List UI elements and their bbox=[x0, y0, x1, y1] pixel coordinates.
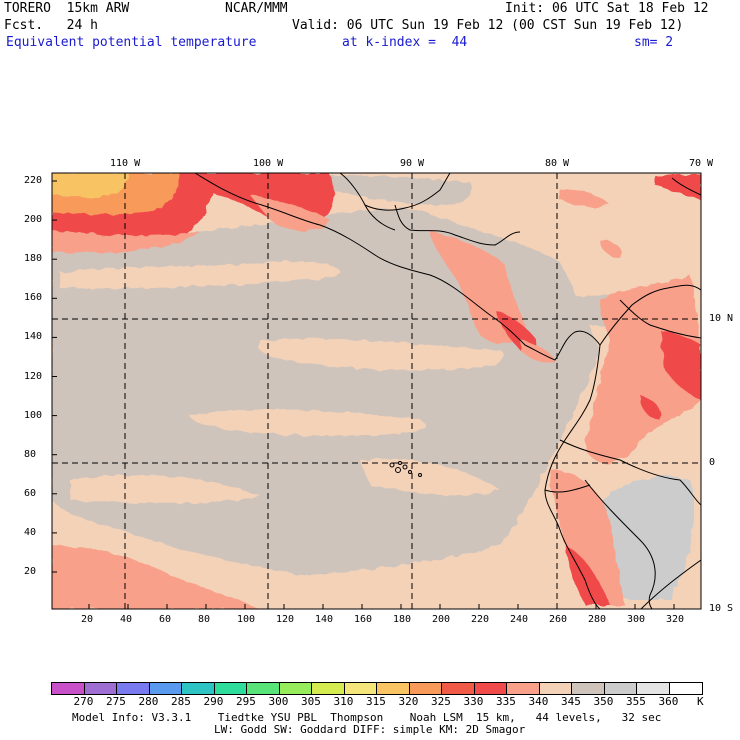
valid-time: Valid: 06 UTC Sun 19 Feb 12 (00 CST Sun … bbox=[292, 18, 684, 33]
x-tick-label: 300 bbox=[627, 614, 646, 625]
x-tick-label: 220 bbox=[471, 614, 490, 625]
x-tick-label: 320 bbox=[666, 614, 685, 625]
legend-swatch bbox=[603, 682, 637, 695]
lon-label-110w: 110 W bbox=[110, 158, 141, 169]
legend-label: 330 bbox=[463, 695, 484, 708]
legend-label: 335 bbox=[496, 695, 516, 708]
x-tick-label: 160 bbox=[354, 614, 373, 625]
legend-swatch bbox=[116, 682, 150, 695]
y-tick-label: 60 bbox=[24, 487, 37, 499]
legend-swatch bbox=[571, 682, 605, 695]
lon-label-90w: 90 W bbox=[400, 158, 425, 169]
legend-label: 275 bbox=[106, 695, 126, 708]
legend-swatch bbox=[506, 682, 540, 695]
legend-swatch bbox=[376, 682, 410, 695]
legend-swatch bbox=[473, 682, 507, 695]
legend-label: 315 bbox=[366, 695, 386, 708]
x-tick-label: 240 bbox=[510, 614, 529, 625]
x-tick-label: 60 bbox=[159, 614, 172, 625]
legend-label: 285 bbox=[171, 695, 191, 708]
y-tick-label: 220 bbox=[24, 175, 43, 186]
coastlines bbox=[194, 173, 701, 609]
legend-label: 270 bbox=[73, 695, 94, 708]
x-tick-label: 120 bbox=[276, 614, 295, 625]
lon-label-100w: 100 W bbox=[253, 158, 284, 169]
x-tick-label: 260 bbox=[549, 614, 568, 625]
model-info-line1: Model Info: V3.3.1 Tiedtke YSU PBL Thomp… bbox=[72, 711, 662, 724]
x-tick-label: 100 bbox=[237, 614, 256, 625]
model-title: TORERO 15km ARW bbox=[4, 1, 130, 16]
legend-swatch bbox=[83, 682, 117, 695]
legend-label: 290 bbox=[203, 695, 224, 708]
legend-swatch bbox=[636, 682, 670, 695]
legend-swatch bbox=[181, 682, 215, 695]
lat-label-10s: 10 S bbox=[709, 603, 734, 614]
legend-swatch bbox=[538, 682, 572, 695]
legend-label: 305 bbox=[301, 695, 321, 708]
legend-label: 325 bbox=[431, 695, 451, 708]
legend-label: 345 bbox=[561, 695, 581, 708]
forecast-hour: Fcst. 24 h bbox=[4, 18, 98, 33]
lat-label-10n: 10 N bbox=[709, 313, 734, 324]
legend-label: 295 bbox=[236, 695, 256, 708]
map-frame bbox=[51, 172, 702, 610]
level-info: at k-index = 44 bbox=[342, 35, 468, 50]
legend-label: 300 bbox=[268, 695, 289, 708]
legend-label: 280 bbox=[138, 695, 159, 708]
y-tick-label: 20 bbox=[24, 566, 37, 577]
x-tick-label: 20 bbox=[81, 614, 94, 625]
x-tick-label: 80 bbox=[198, 614, 211, 625]
legend-swatch bbox=[148, 682, 182, 695]
y-tick-label: 120 bbox=[24, 370, 43, 382]
legend-swatch bbox=[51, 682, 85, 695]
y-tick-label: 180 bbox=[24, 253, 43, 265]
x-tick-label: 180 bbox=[393, 614, 412, 625]
galapagos-islands bbox=[389, 461, 422, 477]
center-name: NCAR/MMM bbox=[225, 1, 288, 16]
legend-swatch bbox=[278, 682, 312, 695]
lon-label-80w: 80 W bbox=[545, 158, 570, 169]
x-tick-label: 280 bbox=[588, 614, 607, 625]
smoothing-info: sm= 2 bbox=[634, 35, 674, 50]
lat-label-0: 0 bbox=[709, 457, 716, 468]
x-tick-label: 40 bbox=[120, 614, 133, 625]
legend-swatch bbox=[246, 682, 280, 695]
lat-lon-grid bbox=[52, 173, 701, 609]
legend-label: 320 bbox=[398, 695, 419, 708]
y-tick-label: 200 bbox=[24, 214, 43, 226]
legend-label: 355 bbox=[626, 695, 646, 708]
axis-ticks bbox=[52, 180, 675, 609]
legend-label: 310 bbox=[333, 695, 354, 708]
y-tick-label: 80 bbox=[24, 448, 37, 460]
legend-swatch bbox=[441, 682, 475, 695]
init-time: Init: 06 UTC Sat 18 Feb 12 bbox=[505, 1, 709, 16]
legend-swatch bbox=[668, 682, 703, 695]
theta-e-map bbox=[51, 172, 702, 610]
field-name: Equivalent potential temperature bbox=[6, 35, 257, 50]
legend-swatch bbox=[343, 682, 377, 695]
y-tick-label: 140 bbox=[24, 331, 43, 343]
x-tick-label: 140 bbox=[315, 614, 334, 625]
legend-unit: K bbox=[697, 695, 704, 708]
y-tick-label: 160 bbox=[24, 292, 43, 304]
lon-label-70w: 70 W bbox=[689, 158, 714, 169]
legend-swatch bbox=[311, 682, 345, 695]
y-tick-label: 100 bbox=[24, 409, 43, 421]
legend-swatch bbox=[408, 682, 442, 695]
model-info-line2: LW: Godd SW: Goddard DIFF: simple KM: 2D… bbox=[214, 723, 526, 736]
legend-label: 350 bbox=[593, 695, 614, 708]
legend-label: 360 bbox=[658, 695, 679, 708]
shaded-field bbox=[52, 173, 701, 609]
legend-label: 340 bbox=[528, 695, 549, 708]
y-tick-label: 40 bbox=[24, 526, 37, 538]
x-tick-label: 200 bbox=[432, 614, 451, 625]
legend-swatch bbox=[213, 682, 247, 695]
